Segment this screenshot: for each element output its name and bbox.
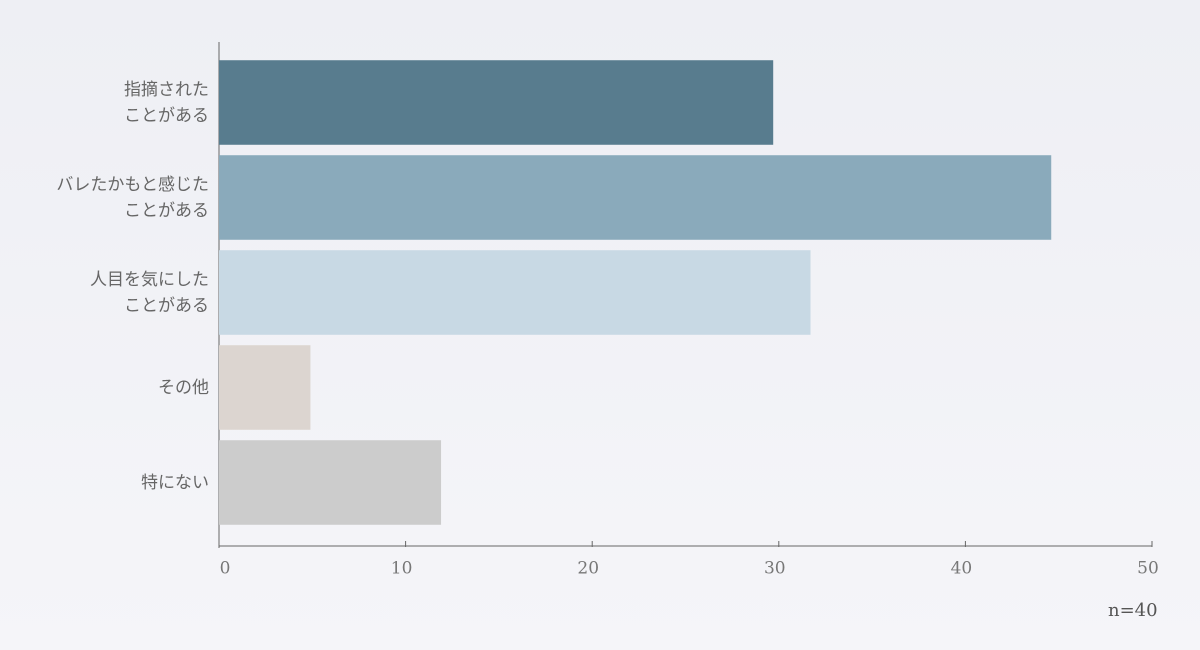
bar [219, 250, 811, 335]
sample-size: n=40 [1108, 600, 1158, 621]
x-tick-label: 50 [1137, 559, 1159, 579]
x-tick-label: 20 [577, 559, 599, 579]
bar [219, 155, 1052, 240]
x-tick-label: 10 [391, 559, 413, 579]
category-label: その他 [158, 377, 209, 398]
category-label: 指摘された ことがある [124, 79, 209, 126]
category-label: 人目を気にした ことがある [90, 269, 209, 316]
x-tick-label: 30 [764, 559, 786, 579]
x-tick-label: 40 [951, 559, 973, 579]
category-label: 特にない [141, 472, 209, 493]
bar [219, 60, 774, 145]
bar [219, 440, 442, 525]
bar [219, 345, 311, 430]
x-tick-label: 0 [220, 559, 231, 579]
category-label: バレたかもと感じた ことがある [56, 174, 209, 221]
